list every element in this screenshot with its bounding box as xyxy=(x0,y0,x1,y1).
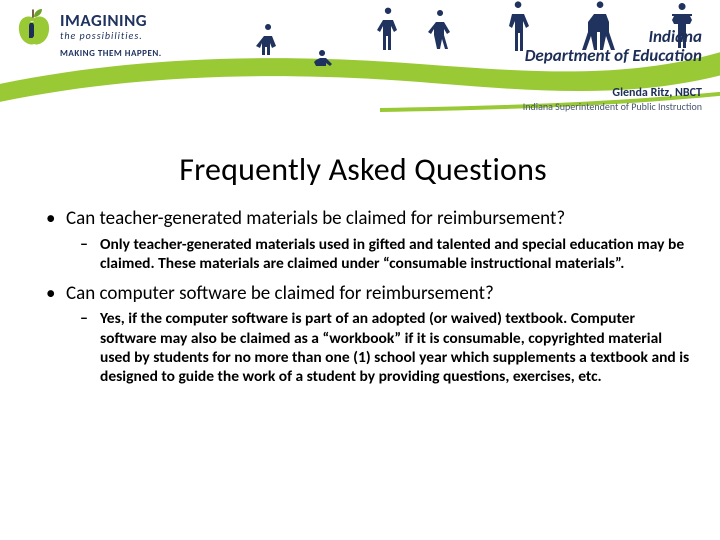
slide-title: Frequently Asked Questions xyxy=(36,150,690,189)
faq-item: Can computer software be claimed for rei… xyxy=(36,282,690,387)
logo-line3: MAKING THEM HAPPEN. xyxy=(60,48,220,59)
faq-question: Can teacher-generated materials be claim… xyxy=(66,207,565,230)
faq-answer: Only teacher-generated materials used in… xyxy=(66,235,690,274)
faq-question: Can computer software be claimed for rei… xyxy=(66,282,494,305)
idoe-line2: Department of Education xyxy=(442,47,702,64)
logo-line2: the possibilities. xyxy=(60,29,220,42)
apple-icon xyxy=(12,4,56,48)
idoe-line1: Indiana xyxy=(442,26,702,47)
faq-item: Can teacher-generated materials be claim… xyxy=(36,207,690,274)
faq-answer: Yes, if the computer software is part of… xyxy=(66,309,690,387)
superintendent-title: Indiana Superintendent of Public Instruc… xyxy=(442,100,702,113)
faq-list: Can teacher-generated materials be claim… xyxy=(36,207,690,387)
superintendent-name: Glenda Ritz, NBCT xyxy=(442,86,702,100)
logo-line1: IMAGINING xyxy=(60,10,220,31)
idoe-logo: Indiana Department of Education Glenda R… xyxy=(442,26,702,113)
header-banner: IMAGINING the possibilities. MAKING THEM… xyxy=(0,0,720,140)
slide-content: Frequently Asked Questions Can teacher-g… xyxy=(0,150,720,395)
